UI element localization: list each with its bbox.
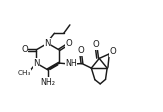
Text: NH₂: NH₂ bbox=[40, 78, 55, 87]
Text: NH: NH bbox=[65, 59, 77, 68]
Text: CH₃: CH₃ bbox=[18, 70, 31, 76]
Text: O: O bbox=[66, 39, 73, 48]
Text: O: O bbox=[109, 47, 116, 56]
Text: N: N bbox=[33, 59, 39, 68]
Text: O: O bbox=[93, 40, 100, 49]
Text: N: N bbox=[44, 39, 51, 48]
Text: O: O bbox=[21, 45, 28, 54]
Text: O: O bbox=[77, 46, 84, 55]
